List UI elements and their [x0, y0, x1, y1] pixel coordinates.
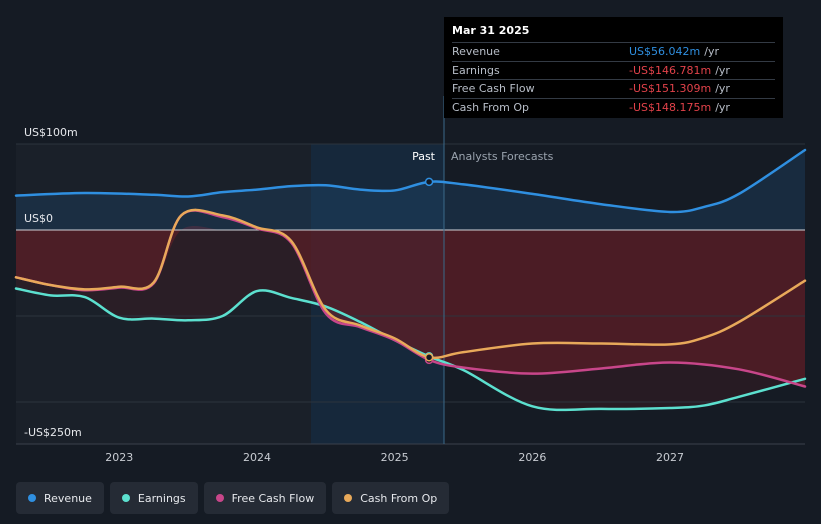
x-tick-label: 2026: [518, 451, 546, 464]
tooltip-label: Earnings: [452, 63, 500, 77]
marker-revenue: [424, 177, 434, 187]
legend-item-cash-from-op[interactable]: Cash From Op: [332, 482, 450, 514]
tooltip-label: Free Cash Flow: [452, 82, 535, 95]
past-label: Past: [412, 150, 436, 163]
legend-label: Revenue: [44, 491, 92, 505]
series-line-cash-from-op: [14, 208, 807, 360]
legend-label: Cash From Op: [360, 491, 438, 505]
legend-label: Earnings: [137, 491, 186, 505]
legend-item-earnings[interactable]: Earnings: [109, 482, 198, 514]
tooltip-unit: /yr: [715, 100, 730, 114]
tooltip-row-earnings: Earnings -US$146.781m /yr: [452, 62, 775, 80]
series-line-earnings: [14, 287, 807, 412]
x-axis-labels: 2023 2024 2025 2026 2027: [105, 451, 684, 464]
y-axis-labels: US$100m US$0 -US$250m: [24, 126, 82, 439]
series-markers: [424, 177, 434, 365]
y-tick-label: US$0: [24, 212, 53, 225]
legend: Revenue Earnings Free Cash Flow Cash Fro…: [16, 482, 450, 514]
tooltip: Mar 31 2025 Revenue US$56.042m /yr Earni…: [444, 17, 783, 118]
negative-area-fills: [16, 150, 805, 410]
legend-item-revenue[interactable]: Revenue: [16, 482, 104, 514]
free-cash-flow-negative-fill: [16, 226, 805, 387]
tooltip-unit: /yr: [704, 45, 719, 58]
legend-label: Free Cash Flow: [231, 491, 315, 505]
series-lines: [14, 148, 807, 412]
tooltip-unit: /yr: [715, 63, 730, 77]
tooltip-value: -US$148.175m: [629, 100, 712, 114]
earnings-negative-fill: [16, 230, 805, 410]
tooltip-date: Mar 31 2025: [452, 24, 775, 43]
tooltip-label: Cash From Op: [452, 100, 530, 114]
x-tick-label: 2024: [243, 451, 271, 464]
tooltip-row-cash-from-op: Cash From Op -US$148.175m /yr: [452, 99, 775, 117]
forecast-label: Analysts Forecasts: [451, 150, 554, 163]
x-tick-label: 2025: [381, 451, 409, 464]
cash-from-op-dot-icon: [344, 494, 353, 502]
tooltip-value: -US$151.309m: [629, 82, 712, 95]
revenue-dot-icon: [28, 494, 36, 502]
tooltip-value: US$56.042m: [629, 45, 701, 58]
earnings-dot-icon: [121, 494, 130, 502]
tooltip-value: -US$146.781m: [629, 63, 712, 77]
tooltip-row-revenue: Revenue US$56.042m /yr: [452, 43, 775, 62]
tooltip-label: Revenue: [452, 45, 500, 58]
chart-canvas: US$100m US$0 -US$250m 2023 2024 2025 2026 2027…: [14, 96, 807, 464]
tooltip-row-free-cash-flow: Free Cash Flow -US$151.309m /yr: [452, 80, 775, 99]
y-tick-label: -US$250m: [24, 426, 82, 439]
marker-cash-from-op: [424, 353, 434, 362]
grid-lines: [16, 143, 805, 445]
revenue-area-fill: [16, 150, 805, 230]
tooltip-unit: /yr: [715, 82, 730, 95]
free-cash-flow-dot-icon: [215, 494, 224, 502]
y-tick-label: US$100m: [24, 126, 78, 139]
legend-item-free-cash-flow[interactable]: Free Cash Flow: [203, 482, 327, 514]
x-tick-label: 2027: [656, 451, 684, 464]
series-line-revenue: [14, 148, 807, 214]
x-tick-label: 2023: [105, 451, 133, 464]
